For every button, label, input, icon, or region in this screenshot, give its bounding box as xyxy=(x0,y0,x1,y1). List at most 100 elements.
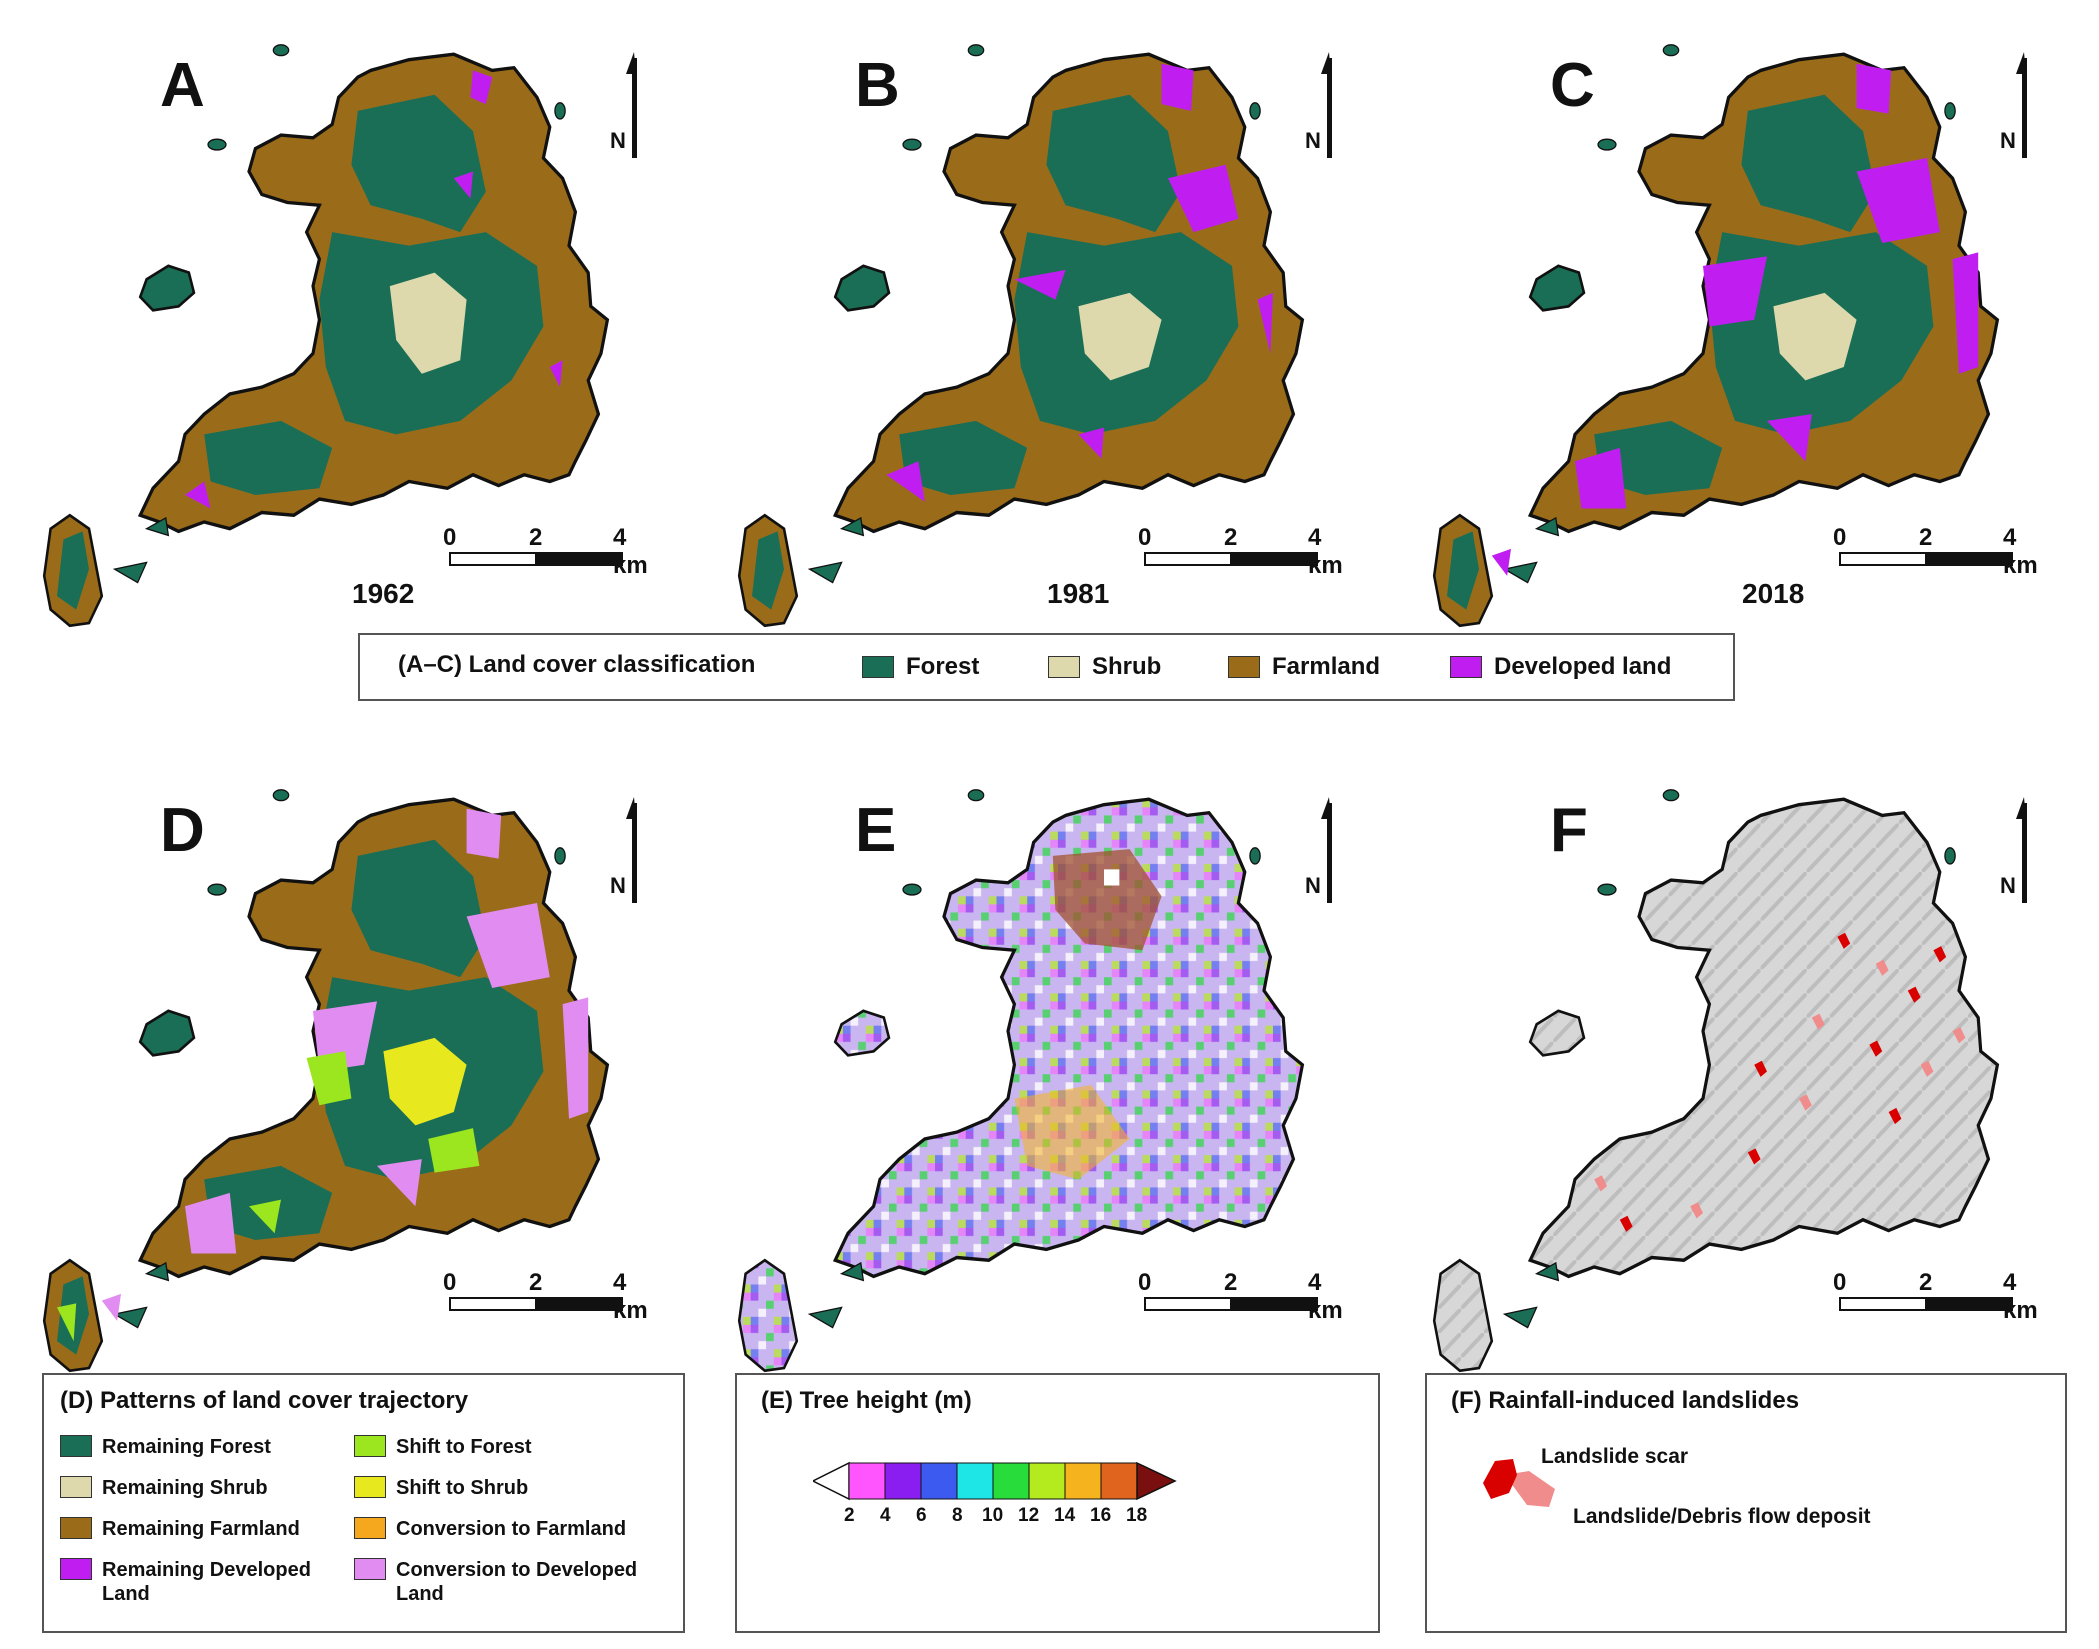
forest-region xyxy=(752,531,784,610)
legend-label: Landslide/Debris flow deposit xyxy=(1573,1505,1871,1528)
islet xyxy=(807,1306,843,1329)
map-svg xyxy=(737,44,1305,628)
island-southwest xyxy=(1432,1258,1494,1373)
forest-region xyxy=(1594,420,1723,495)
legend-item: Conversion to Developed Land xyxy=(354,1558,676,1606)
legend-label: Remaining Shrub xyxy=(102,1477,268,1499)
scale-bar-white xyxy=(449,1297,539,1311)
colorbar-tick-label: 18 xyxy=(1126,1505,1148,1526)
colorbar-max-arrow xyxy=(1136,1461,1177,1501)
swatch-farmland xyxy=(1228,656,1260,678)
landslide-mark xyxy=(1952,1027,1966,1044)
scale-bar: 0 2 4 km xyxy=(443,524,663,579)
legend-item-forest: Forest xyxy=(862,653,979,681)
scale-bar-black xyxy=(1925,552,2013,566)
panel-year: 1962 xyxy=(352,578,415,609)
colorbar-cell xyxy=(1028,1462,1066,1500)
developed-region xyxy=(470,70,493,105)
legend-label: Conversion to Developed Land xyxy=(396,1559,638,1605)
landslide-scar-shape xyxy=(1483,1459,1517,1499)
developed-region xyxy=(1257,292,1273,354)
developed-region xyxy=(1575,447,1627,509)
islet xyxy=(1597,138,1617,151)
scale-bar-white xyxy=(1144,552,1234,566)
panel-year: 1981 xyxy=(1047,578,1110,609)
islet xyxy=(1944,847,1956,865)
scale-tick: 0 xyxy=(443,524,457,551)
legend-label: Farmland xyxy=(1272,653,1381,680)
colorbar-tick-label: 10 xyxy=(982,1505,1004,1526)
islet xyxy=(112,1306,148,1329)
forest-region xyxy=(899,420,1028,495)
scale-tick: 0 xyxy=(1138,524,1152,551)
north-label: N xyxy=(1305,873,1321,898)
legend-label: Remaining Developed Land xyxy=(102,1559,311,1605)
scale-bar-white xyxy=(449,552,539,566)
islet xyxy=(1944,102,1956,120)
developed-region xyxy=(313,1001,377,1072)
colorbar-cell xyxy=(956,1462,994,1500)
legend-title: (F) Rainfall-induced landslides xyxy=(1451,1387,1800,1414)
landslide-mark xyxy=(1933,946,1947,963)
colorbar-tick-label: 2 xyxy=(844,1505,855,1526)
landslide-mark xyxy=(1837,932,1851,949)
islet xyxy=(144,1261,170,1282)
legend-label: Conversion to Farmland xyxy=(396,1518,627,1540)
map-svg xyxy=(1432,44,2000,628)
map-panel-d: D N 0 2 4 km xyxy=(25,775,665,1395)
scale-tick: 2 xyxy=(1919,1269,1933,1296)
islet xyxy=(807,561,843,584)
islet xyxy=(1502,1306,1538,1329)
north-arrow-tip xyxy=(626,797,636,819)
developed-region xyxy=(466,808,502,859)
islet xyxy=(1662,44,1680,57)
north-arrow-shaft xyxy=(2022,803,2027,903)
colorbar-min-arrow xyxy=(813,1461,850,1501)
shrub-region xyxy=(1078,292,1162,381)
scale-tick: 0 xyxy=(1833,524,1847,551)
colorbar-cell xyxy=(992,1462,1030,1500)
scale-bar: 0 2 4 km xyxy=(1833,524,2053,579)
scale-tick: 0 xyxy=(1138,1269,1152,1296)
colorbar-tick-label: 8 xyxy=(952,1505,963,1526)
swatch xyxy=(354,1476,386,1498)
developed-region xyxy=(377,1159,422,1207)
legend-item: Remaining Developed Land xyxy=(60,1558,342,1606)
legend-item-scar: Landslide scar xyxy=(1541,1445,1688,1469)
tree-height-colorbar xyxy=(813,1461,1177,1501)
legend-item: Remaining Farmland xyxy=(60,1517,300,1541)
north-arrow-tip xyxy=(1321,797,1331,819)
colorbar-cell xyxy=(920,1462,958,1500)
islet xyxy=(1502,561,1538,584)
north-arrow-shaft xyxy=(1327,803,1332,903)
legend-label: Forest xyxy=(906,653,980,680)
colorbar-tick-label: 16 xyxy=(1090,1505,1112,1526)
island-west xyxy=(138,1009,196,1057)
islet xyxy=(902,883,922,896)
island-west xyxy=(833,1009,891,1057)
legend-trajectory: (D) Patterns of land cover trajectory Re… xyxy=(42,1373,685,1633)
north-arrow-tip xyxy=(2016,797,2026,819)
forest-region xyxy=(1741,94,1876,233)
scale-bar: 0 2 4 km xyxy=(1138,1269,1358,1324)
north-arrow-tip xyxy=(1321,52,1331,74)
developed-region xyxy=(1952,252,1979,374)
legend-label: Shift to Forest xyxy=(396,1436,532,1458)
developed-region xyxy=(1078,427,1104,459)
scale-bar-white xyxy=(1144,1297,1234,1311)
scale-bar-white xyxy=(1839,1297,1929,1311)
north-arrow: N xyxy=(2000,52,2040,158)
developed-region xyxy=(562,997,589,1119)
islet xyxy=(1534,1261,1560,1282)
colorbar-tick-label: 12 xyxy=(1018,1505,1040,1526)
island-west xyxy=(1528,1009,1586,1057)
developed-region xyxy=(1491,548,1511,576)
north-arrow: N xyxy=(2000,797,2040,903)
developed-region xyxy=(466,903,550,988)
legend-item-farmland: Farmland xyxy=(1228,653,1380,681)
islet xyxy=(902,138,922,151)
forest-region xyxy=(204,420,333,495)
shrub-region xyxy=(383,1037,467,1126)
swatch-developed xyxy=(1450,656,1482,678)
island-west xyxy=(138,264,196,312)
